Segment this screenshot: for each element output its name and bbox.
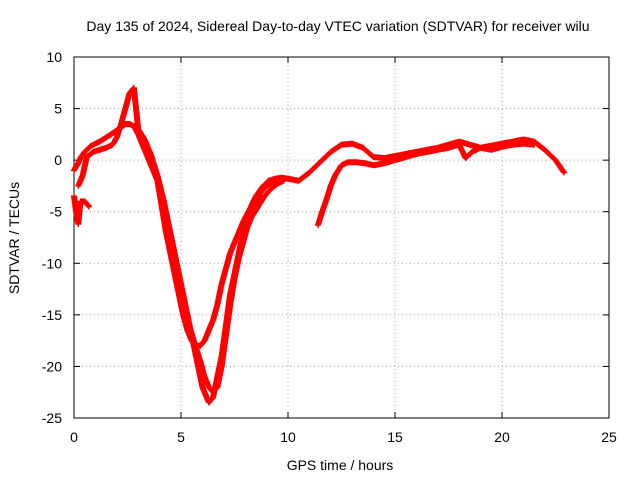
series-markers <box>71 193 92 228</box>
y-tick-label: 0 <box>54 152 62 168</box>
axes: 0 5 10 15 20 25 -25 -20 -15 -10 -5 0 5 10 <box>42 49 617 445</box>
x-tick-label: 10 <box>280 429 296 445</box>
x-tick-label: 0 <box>70 429 78 445</box>
y-tick-label: -10 <box>42 255 62 271</box>
plot-border <box>73 56 610 419</box>
series-track-6 <box>315 140 538 229</box>
chart-title: Day 135 of 2024, Sidereal Day-to-day VTE… <box>86 18 589 34</box>
series-markers <box>178 177 287 396</box>
series-track-4 <box>71 193 92 228</box>
y-tick-label: -15 <box>42 307 62 323</box>
series-markers <box>315 140 538 229</box>
x-axis-label: GPS time / hours <box>287 457 394 473</box>
y-tick-label: -25 <box>42 410 62 426</box>
x-tick-label: 5 <box>177 429 185 445</box>
grid-lines <box>74 57 609 418</box>
x-tick-label: 15 <box>387 429 403 445</box>
x-tick-label: 25 <box>601 429 617 445</box>
y-axis-label: SDTVAR / TECUs <box>6 182 22 294</box>
y-tick-label: -20 <box>42 358 62 374</box>
series-track-3 <box>178 177 287 396</box>
data-series <box>71 84 568 406</box>
x-tick-label: 20 <box>494 429 510 445</box>
y-tick-label: 10 <box>46 49 62 65</box>
y-tick-label: 5 <box>54 101 62 117</box>
y-tick-label: -5 <box>50 204 63 220</box>
